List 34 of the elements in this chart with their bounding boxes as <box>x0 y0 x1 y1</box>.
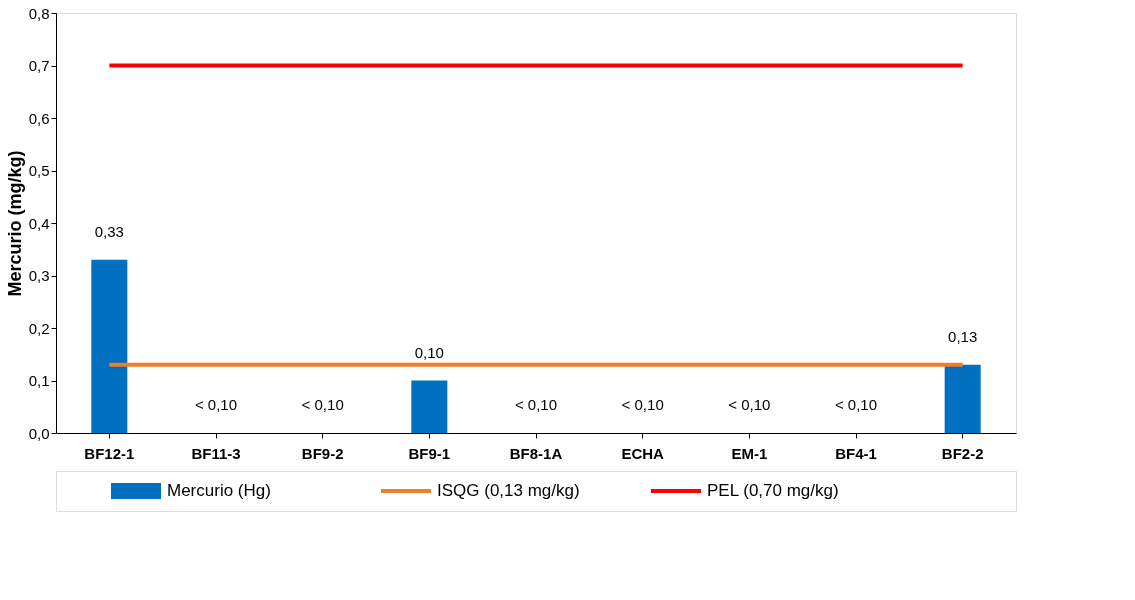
y-tick-label: 0,0 <box>28 424 50 442</box>
legend-label: ISQG (0,13 mg/kg) <box>437 481 580 500</box>
data-label: 0,10 <box>414 343 444 361</box>
bar <box>91 259 128 433</box>
y-axis-title: Mercurio (mg/kg) <box>4 150 25 297</box>
legend-label: Mercurio (Hg) <box>167 481 271 500</box>
bar <box>944 364 981 433</box>
x-tick-label: BF9-2 <box>301 444 344 462</box>
x-tick-label: BF9-1 <box>408 444 451 462</box>
text: < 0,10 <box>728 396 771 413</box>
x-tick-label: BF11-3 <box>191 444 241 462</box>
text: < 0,10 <box>514 396 558 413</box>
legend-label: PEL (0,70 mg/kg) <box>707 481 839 500</box>
data-label: 0,33 <box>94 222 124 240</box>
text: < 0,10 <box>621 396 664 413</box>
y-tick-label: 0,3 <box>28 267 50 284</box>
y-tick-label: 0,2 <box>28 319 50 337</box>
x-tick-label: BF8-1A <box>509 444 563 462</box>
y-tick-label: 0,1 <box>28 372 50 389</box>
y-tick-label: 0,6 <box>28 109 50 127</box>
y-tick-label: 0,5 <box>28 162 50 179</box>
text: < 0,10 <box>301 396 344 413</box>
x-tick-label: BF4-1 <box>835 444 877 462</box>
x-tick-label: BF2-2 <box>941 444 984 462</box>
x-tick-label: BF12-1 <box>84 444 135 462</box>
y-tick-label: 0,7 <box>28 57 50 74</box>
data-label: 0,13 <box>948 327 978 345</box>
text: < 0,10 <box>194 396 238 413</box>
text: < 0,10 <box>834 396 878 413</box>
y-tick-label: 0,8 <box>28 4 50 22</box>
bar <box>411 380 448 433</box>
y-tick-label: 0,4 <box>28 214 50 232</box>
x-tick-label: ECHA <box>621 444 665 462</box>
x-tick-label: EM-1 <box>731 444 768 462</box>
